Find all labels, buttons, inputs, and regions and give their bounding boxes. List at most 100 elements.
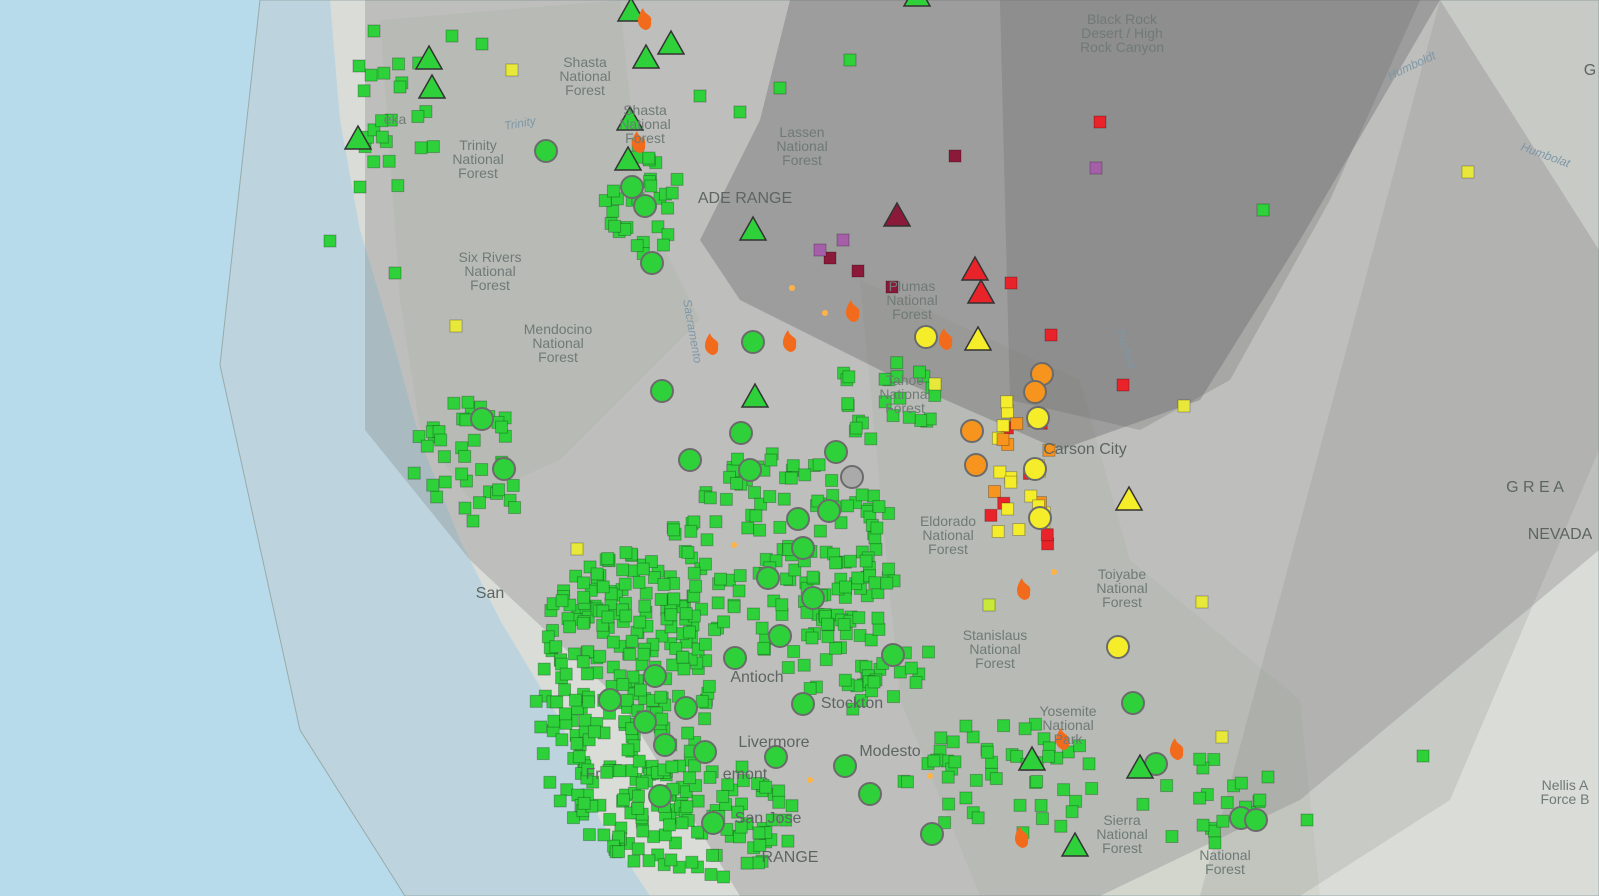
monitor-square [1196, 818, 1210, 832]
place-label-line: emont [723, 766, 768, 783]
monitor-circle [653, 733, 677, 757]
monitor-square [868, 576, 882, 590]
monitor-square [475, 463, 489, 477]
monitor-square [1018, 722, 1032, 736]
place-label: San Jose [735, 810, 802, 827]
monitor-triangle [1060, 831, 1090, 857]
monitor-square [676, 650, 690, 664]
monitor-square [655, 629, 669, 643]
place-label-line: San [476, 585, 504, 602]
monitor-square [627, 854, 641, 868]
monitor-square [1256, 203, 1270, 217]
monitor-square [555, 733, 569, 747]
monitor-circle [701, 811, 725, 835]
monitor-square [838, 673, 852, 687]
place-label-line: Carson City [1043, 441, 1127, 458]
monitor-square [746, 607, 760, 621]
monitor-square [580, 667, 594, 681]
monitor-circle [1023, 380, 1047, 404]
monitor-circle [791, 536, 815, 560]
monitor-square [988, 485, 1002, 499]
monitor-square [1116, 378, 1130, 392]
monitor-square [593, 649, 607, 663]
monitor-square [445, 29, 459, 43]
place-label: eka [384, 111, 407, 127]
monitor-square [438, 475, 452, 489]
monitor-circle [648, 784, 672, 808]
place-label-line: National [886, 292, 937, 308]
monitor-square [534, 720, 548, 734]
monitor-square [563, 620, 577, 634]
place-label: Trinity [503, 113, 538, 132]
monitor-square [798, 468, 812, 482]
monitor-square [878, 395, 892, 409]
monitor-square [367, 155, 381, 169]
monitor-square [702, 679, 716, 693]
monitor-square [529, 694, 543, 708]
monitor-square [716, 789, 730, 803]
monitor-square [704, 867, 718, 881]
place-label: Carson City [1043, 441, 1127, 458]
monitor-square [829, 556, 843, 570]
place-label-line: National [1199, 847, 1250, 863]
monitor-square [821, 617, 835, 631]
monitor-square [1253, 793, 1267, 807]
monitor-square [420, 439, 434, 453]
monitor-square [668, 836, 682, 850]
monitor-circle [817, 499, 841, 523]
monitor-square [664, 608, 678, 622]
monitor-square [412, 430, 426, 444]
place-label-line: eka [384, 111, 407, 127]
monitor-circle [881, 643, 905, 667]
monitor-square [434, 433, 448, 447]
monitor-square [353, 180, 367, 194]
monitor-square [829, 641, 843, 655]
monitor-square [1001, 502, 1015, 516]
monitor-square [851, 264, 865, 278]
monitor-square [688, 759, 702, 773]
monitor-square [375, 114, 389, 128]
monitor-square [1054, 819, 1068, 833]
monitor-square [700, 533, 714, 547]
monitor-circle [598, 688, 622, 712]
monitor-circle [768, 624, 792, 648]
monitor-circle [914, 325, 938, 349]
monitor-square [577, 796, 591, 810]
monitor-square [1030, 775, 1044, 789]
monitor-square [991, 525, 1005, 539]
monitor-square [1024, 489, 1038, 503]
place-label: ADE RANGE [698, 190, 792, 207]
place-label-line: Desert / High [1081, 25, 1163, 41]
place-label: Antioch [730, 669, 783, 686]
monitor-square [948, 755, 962, 769]
monitor-square [587, 725, 601, 739]
monitor-square [458, 449, 472, 463]
monitor-square [996, 419, 1010, 433]
monitor-square [1042, 749, 1056, 763]
place-label-line: Forest [928, 541, 968, 557]
monitor-triangle [882, 201, 912, 227]
monitor-circle [1244, 808, 1268, 832]
monitor-square [942, 797, 956, 811]
monitor-square [902, 410, 916, 424]
monitor-circle [643, 664, 667, 688]
place-label-line: National [969, 641, 1020, 657]
place-label-line: Forest [1205, 861, 1245, 877]
monitor-square [772, 784, 786, 798]
monitor-square [753, 523, 767, 537]
monitor-square [698, 557, 712, 571]
monitor-square [1082, 757, 1096, 771]
monitor-triangle [960, 255, 990, 281]
monitor-square [784, 471, 798, 485]
monitor-square [841, 397, 855, 411]
monitor-square [787, 644, 801, 658]
place-label-line: Forest [565, 82, 605, 98]
monitor-square [1193, 752, 1207, 766]
monitor-square [1034, 798, 1048, 812]
monitor-square [665, 760, 679, 774]
